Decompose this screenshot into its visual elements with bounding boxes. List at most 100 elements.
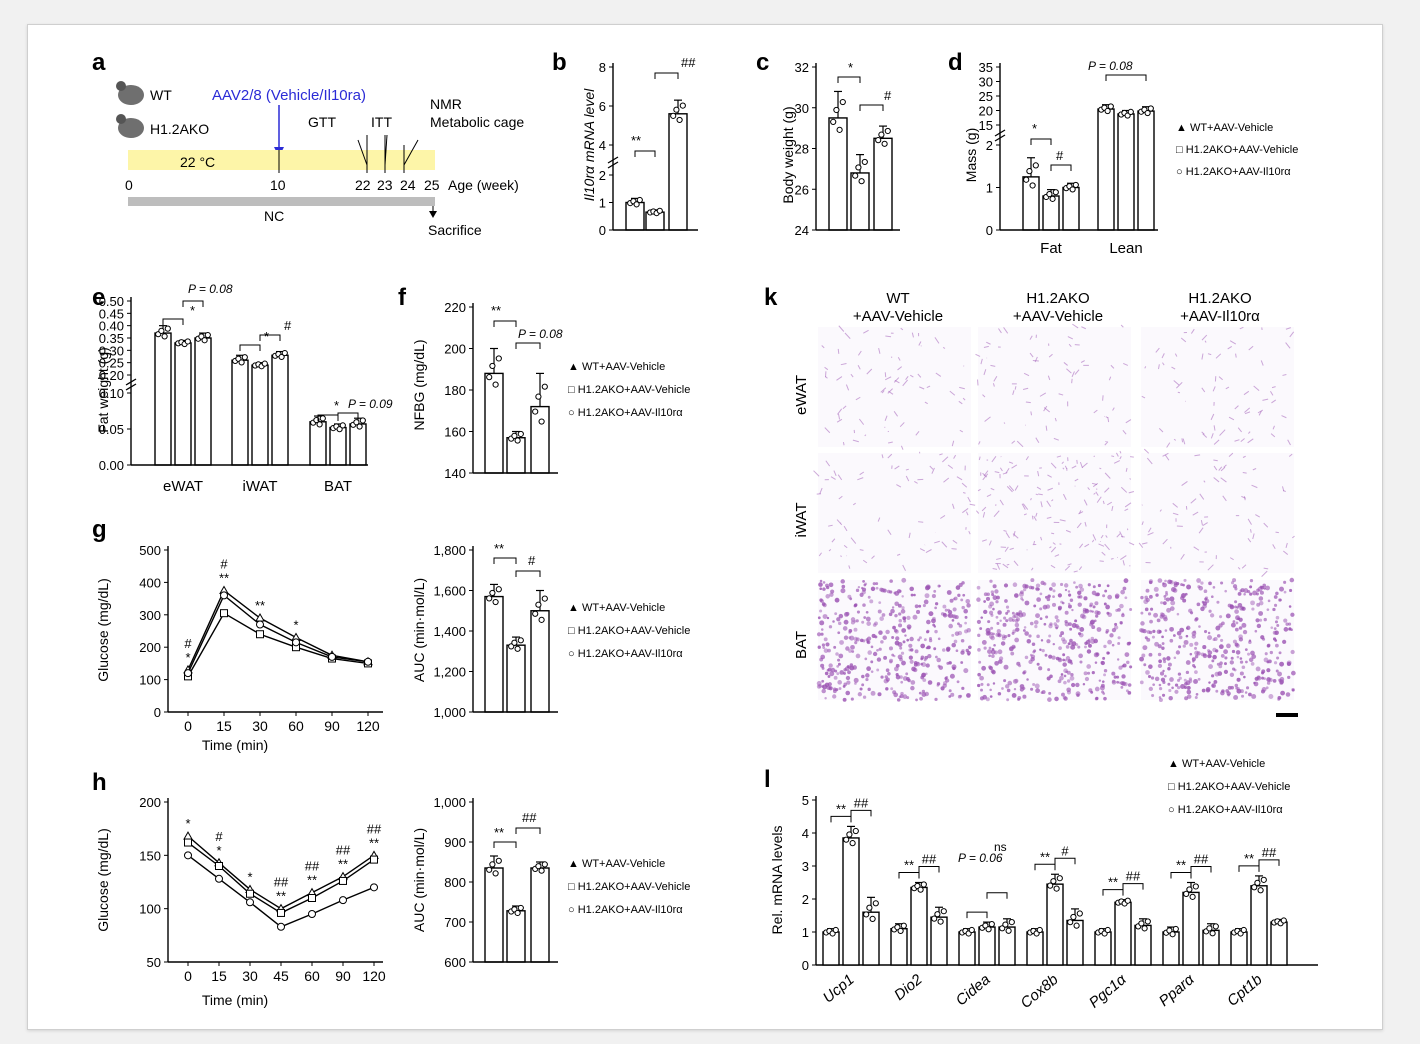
histology-membrane <box>828 549 832 552</box>
panel-c-y-tick-label: 24 <box>795 223 809 238</box>
histology-stain-dot <box>903 619 907 623</box>
histology-membrane <box>1012 390 1015 396</box>
histology-membrane <box>1047 487 1053 491</box>
histology-stain-dot <box>948 689 952 693</box>
histology-membrane <box>1119 450 1122 454</box>
histology-stain-dot <box>1140 595 1144 600</box>
histology-stain-dot <box>1251 693 1257 699</box>
histology-stain-dot <box>1287 675 1291 680</box>
histology-stain-dot <box>1124 596 1128 600</box>
legend-d-item-1: ▲ WT+AAV-Vehicle <box>1176 122 1273 134</box>
histology-stain-dot <box>876 668 880 672</box>
histology-stain-dot <box>1004 684 1010 689</box>
panel-h-x-tick-label: 45 <box>273 968 289 984</box>
histology-membrane <box>1003 529 1007 532</box>
histology-membrane <box>896 553 901 556</box>
histology-membrane <box>843 545 848 549</box>
histology-stain-dot <box>1023 587 1027 592</box>
histology-stain-dot <box>889 658 894 663</box>
histology-stain-dot <box>870 690 876 696</box>
histology-membrane <box>852 502 856 506</box>
histology-stain-dot <box>1279 661 1285 667</box>
histology-stain-dot <box>1285 622 1289 626</box>
histology-stain-dot <box>988 646 992 650</box>
panel-d-y-tick-label: 20 <box>979 104 993 119</box>
histology-stain-dot <box>1220 638 1224 642</box>
histology-stain-dot <box>1230 656 1234 660</box>
histology-stain-dot <box>1263 587 1266 590</box>
histology-stain-dot <box>1006 698 1010 702</box>
panel-l-significance-mark: ## <box>1262 845 1277 860</box>
histology-membrane <box>994 471 1000 474</box>
histology-stain-dot <box>1234 642 1239 647</box>
histology-stain-dot <box>1106 584 1110 588</box>
histology-stain-dot <box>882 635 887 640</box>
panel-g-significance-mark: # <box>184 636 192 651</box>
histology-stain-dot <box>906 615 911 621</box>
histology-stain-dot <box>1109 633 1114 638</box>
histology-membrane <box>1213 439 1220 445</box>
p-text-l: P = 0.06 <box>958 851 1003 865</box>
histology-stain-dot <box>1102 594 1106 598</box>
legend-d: ▲ WT+AAV-Vehicle □ H1.2AKO+AAV-Vehicle ○… <box>1176 122 1298 178</box>
histology-membrane <box>1063 362 1068 366</box>
histology-stain-dot <box>878 630 883 635</box>
histology-stain-dot <box>1181 593 1186 598</box>
panel-l-data-point <box>968 926 975 934</box>
panel-c-data-point <box>884 127 891 135</box>
histology-stain-dot <box>1239 671 1244 676</box>
histology-stain-dot <box>1095 652 1100 657</box>
panel-l-data-point <box>1005 927 1012 934</box>
panel-g-auc-data-point <box>532 610 539 617</box>
histology-membrane <box>1257 409 1264 414</box>
histology-stain-dot <box>1006 609 1010 613</box>
panel-letter-e: e <box>92 284 105 311</box>
panel-f-significance-bracket <box>515 342 541 349</box>
histology-stain-dot <box>1268 659 1272 664</box>
histology-stain-dot <box>1266 668 1271 673</box>
panel-h-x-tick-label: 15 <box>211 968 227 984</box>
histology-stain-dot <box>1211 659 1215 663</box>
histology-membrane <box>1031 515 1034 520</box>
histology-stain-dot <box>905 677 910 681</box>
histology-stain-dot <box>1148 594 1153 599</box>
histology-stain-dot <box>958 582 963 587</box>
histology-membrane <box>1067 563 1072 566</box>
panel-e-data-point <box>359 417 366 424</box>
histology-stain-dot <box>1061 637 1066 642</box>
histology-membrane <box>887 529 892 536</box>
histology-stain-dot <box>821 643 826 647</box>
panel-h-data-point <box>370 883 378 892</box>
histology-stain-dot <box>900 609 906 614</box>
histology-stain-dot <box>1165 592 1169 596</box>
histology-stain-dot <box>1189 642 1194 647</box>
histology-membrane <box>1098 543 1105 547</box>
panel-c-data-point <box>858 178 865 185</box>
histology-stain-dot <box>966 650 971 656</box>
histology-membrane <box>984 416 991 422</box>
panel-g-auc-bar <box>484 595 504 713</box>
histology-membrane <box>918 341 922 346</box>
histology-stain-dot <box>1161 693 1166 697</box>
histology-stain-dot <box>1216 600 1220 604</box>
panel-e-y-tick-label: 0.40 <box>99 319 124 334</box>
panel-h-x-tick-label: 30 <box>242 968 258 984</box>
histology-stain-dot <box>859 687 863 691</box>
panel-g-y-tick-label: 300 <box>139 608 161 623</box>
histology-membrane <box>962 508 969 514</box>
histology-stain-dot <box>1035 587 1040 592</box>
histology-stain-dot <box>819 587 823 591</box>
panel-c-data-point <box>852 172 859 179</box>
histology-stain-dot <box>859 638 864 643</box>
panel-l-x-tick-label: Dio2 <box>891 971 926 1004</box>
histology-stain-dot <box>1107 639 1112 645</box>
histology-membrane <box>830 476 836 480</box>
panel-g-data-point <box>220 591 228 600</box>
histology-membrane <box>919 386 925 390</box>
histology-stain-dot <box>1198 625 1201 628</box>
histology-membrane <box>1271 386 1276 389</box>
panel-h-data-point <box>215 874 223 883</box>
histology-stain-dot <box>1224 589 1228 593</box>
histology-membrane <box>959 429 964 433</box>
histology-membrane <box>1201 334 1208 341</box>
